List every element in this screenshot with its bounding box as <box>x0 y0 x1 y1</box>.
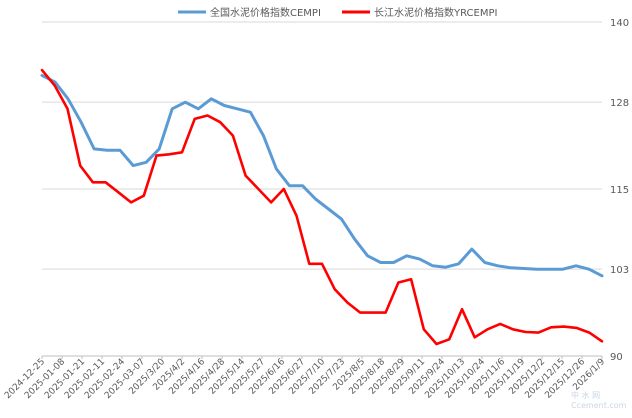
y-tick-label: 90 <box>610 352 623 363</box>
watermark: 中 水 网 Ccement.com <box>571 390 627 410</box>
y-tick-label: 103 <box>610 265 629 276</box>
y-tick-label: 115 <box>610 185 629 196</box>
x-axis-ticks: 2024-12-252025-01-082025-01-212025-02-11… <box>3 356 607 401</box>
y-tick-label: 140 <box>610 18 629 29</box>
legend-label: 全国水泥价格指数CEMPI <box>210 6 321 19</box>
watermark-brand: 中 水 网 <box>571 390 600 400</box>
watermark-url: Ccement.com <box>571 401 627 410</box>
legend: 全国水泥价格指数CEMPI 长江水泥价格指数YRCEMPI <box>178 6 497 19</box>
series-lines <box>40 68 604 346</box>
y-tick-label: 128 <box>610 98 629 109</box>
legend-label: 长江水泥价格指数YRCEMPI <box>374 6 497 19</box>
series-line-cempi <box>40 73 604 278</box>
gridlines <box>42 21 602 357</box>
series-line-yrcempi <box>40 68 604 346</box>
y-axis-ticks: 90 103 115 128 140 <box>610 18 629 363</box>
